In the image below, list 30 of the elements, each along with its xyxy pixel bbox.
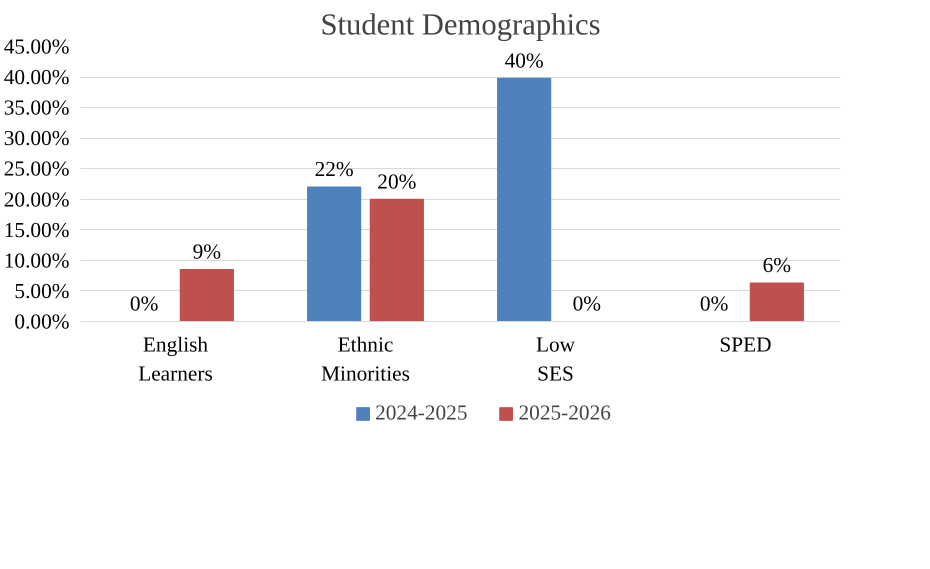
x-tick-label: SPED	[719, 332, 772, 356]
x-tick-label: Ethnic Minorities	[321, 332, 410, 386]
data-label: 0%	[130, 292, 159, 316]
y-tick-label: 25.00%	[4, 156, 70, 181]
y-tick-label: 15.00%	[4, 218, 70, 242]
y-tick-label: 40.00%	[4, 65, 70, 90]
y-tick-label: 0.00%	[14, 310, 70, 334]
data-label: 40%	[504, 48, 544, 72]
legend-label: 2025-2026	[518, 400, 611, 426]
y-tick-label: 45.00%	[4, 34, 70, 58]
bar	[180, 269, 234, 322]
bar	[750, 282, 804, 322]
legend-label: 2024-2025	[375, 400, 468, 426]
y-tick-label: 20.00%	[4, 187, 70, 212]
y-tick-label: 5.00%	[14, 278, 70, 303]
x-tick-label: Low SES	[536, 332, 576, 386]
y-tick-label: 30.00%	[4, 126, 70, 150]
bar	[370, 198, 424, 322]
bar	[307, 186, 362, 322]
data-label: 6%	[762, 253, 792, 277]
y-tick-label: 35.00%	[4, 96, 70, 120]
data-label: 0%	[572, 292, 602, 316]
data-label: 20%	[377, 169, 417, 194]
data-label: 22%	[314, 157, 354, 182]
y-tick-label: 10.00%	[4, 248, 70, 272]
bar	[497, 78, 552, 322]
data-label: 0%	[700, 292, 729, 316]
chart-title: Student Demographics	[320, 8, 601, 42]
data-label: 9%	[192, 240, 222, 264]
x-tick-label: English Learners	[138, 332, 213, 386]
